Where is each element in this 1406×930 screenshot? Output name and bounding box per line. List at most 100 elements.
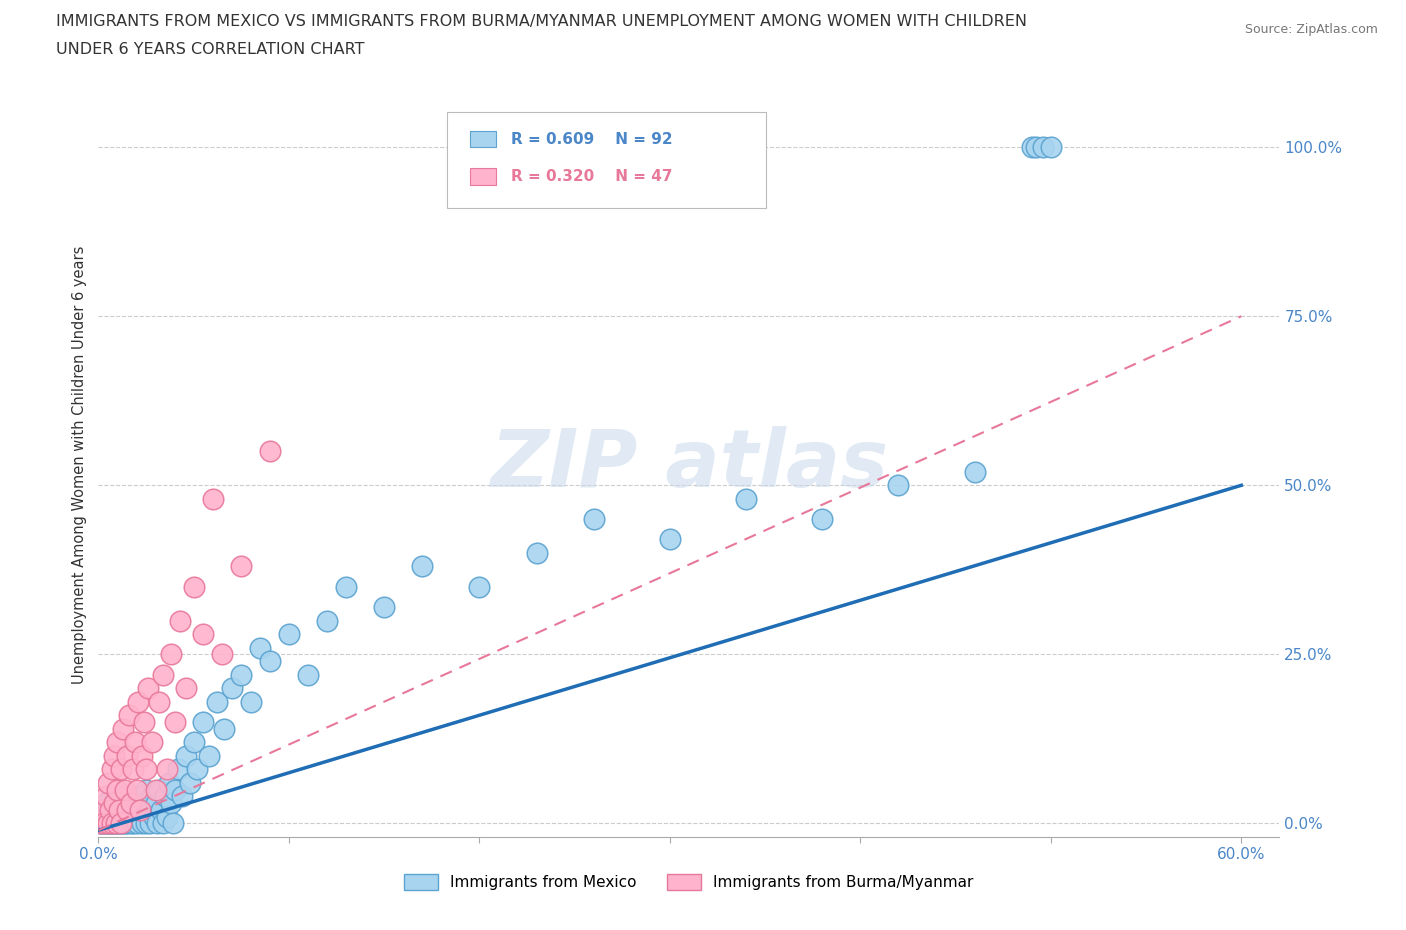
Point [156,762,179,777]
Point [145,782,167,797]
Point [112,722,135,737]
Point [150,803,173,817]
FancyBboxPatch shape [471,131,496,147]
Point [201,491,224,506]
Point [124,809,146,824]
Point [1032,140,1054,154]
Point [110,816,132,830]
Point [162,816,184,830]
Point [239,695,262,710]
Point [157,776,180,790]
Point [89,816,111,830]
Point [97,816,120,830]
Point [156,809,179,824]
Point [107,809,129,824]
Point [135,816,157,830]
Point [231,559,253,574]
Point [115,803,138,817]
Point [205,695,228,710]
Point [98,803,121,817]
Point [121,762,143,777]
Point [108,796,131,811]
Point [735,491,758,506]
Point [93,816,115,830]
Point [526,546,548,561]
Point [98,816,121,830]
Point [107,735,129,750]
Point [107,816,129,830]
Point [212,722,235,737]
Point [91,816,114,830]
Point [120,796,142,811]
Point [163,782,186,797]
Point [110,762,132,777]
Y-axis label: Unemployment Among Women with Children Under 6 years: Unemployment Among Women with Children U… [72,246,87,684]
Point [124,796,146,811]
Point [131,816,153,830]
Point [121,803,143,817]
Point [136,803,159,817]
Point [211,647,233,662]
Point [249,640,271,655]
Point [198,749,221,764]
Point [277,627,299,642]
Point [125,782,148,797]
Point [582,512,605,526]
Point [97,816,120,830]
Point [129,803,152,817]
Point [134,796,156,811]
Point [411,559,433,574]
Point [135,782,157,797]
Point [259,654,281,669]
Point [169,613,191,628]
Point [131,749,153,764]
Point [1039,140,1062,154]
Point [468,579,491,594]
Text: UNDER 6 YEARS CORRELATION CHART: UNDER 6 YEARS CORRELATION CHART [56,42,364,57]
Point [120,816,142,830]
Point [125,803,148,817]
Point [136,681,159,696]
Point [335,579,357,594]
Point [159,796,181,811]
Point [94,816,117,830]
FancyBboxPatch shape [447,112,766,208]
Point [118,708,141,723]
Point [114,782,136,797]
Point [186,762,208,777]
Point [100,816,122,830]
Point [297,667,319,682]
Point [104,803,127,817]
Point [124,735,146,750]
Point [104,816,127,830]
Point [152,816,174,830]
Point [193,714,215,729]
Point [259,444,281,458]
Point [103,816,125,830]
Point [100,816,122,830]
Point [125,816,148,830]
Point [108,803,131,817]
Point [97,776,120,790]
Point [108,816,131,830]
Point [1025,140,1047,154]
Point [658,532,681,547]
Point [97,803,120,817]
Point [94,789,117,804]
Point [114,809,136,824]
FancyBboxPatch shape [471,168,496,184]
Point [118,796,141,811]
Text: IMMIGRANTS FROM MEXICO VS IMMIGRANTS FROM BURMA/MYANMAR UNEMPLOYMENT AMONG WOMEN: IMMIGRANTS FROM MEXICO VS IMMIGRANTS FRO… [56,14,1028,29]
Point [221,681,243,696]
Point [193,627,215,642]
Point [121,816,143,830]
Text: R = 0.609    N = 92: R = 0.609 N = 92 [510,132,672,147]
Point [316,613,339,628]
Point [112,816,135,830]
Point [120,789,142,804]
Point [179,776,201,790]
Point [110,803,132,817]
Point [89,816,111,830]
Point [141,789,163,804]
Text: Source: ZipAtlas.com: Source: ZipAtlas.com [1244,23,1378,36]
